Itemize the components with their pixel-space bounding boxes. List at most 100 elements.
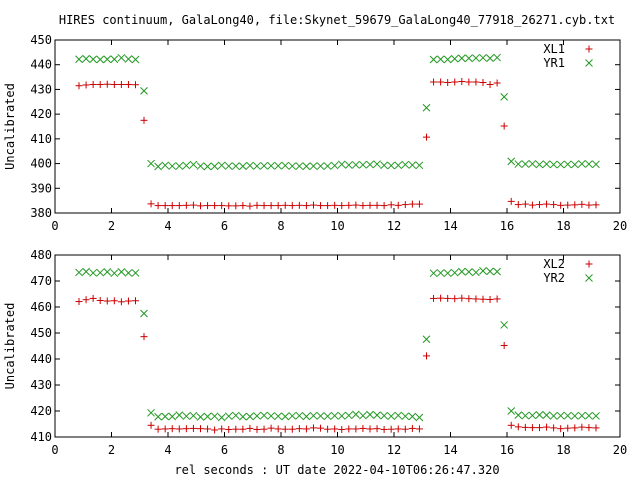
data-point (486, 267, 494, 276)
data-point (246, 202, 254, 210)
data-point (239, 412, 247, 421)
data-point (507, 197, 515, 205)
data-point (373, 160, 381, 168)
data-point (429, 269, 438, 278)
data-point (493, 79, 501, 87)
y-tick-label: 460 (30, 300, 52, 314)
y-tick-label: 420 (30, 107, 52, 121)
data-point (359, 202, 367, 210)
x-axis-label: rel seconds : UT date 2022-04-10T06:26:4… (174, 463, 499, 477)
data-point (514, 423, 522, 431)
data-point (75, 298, 83, 306)
data-point (161, 412, 170, 421)
data-point (124, 55, 133, 63)
data-point (521, 160, 530, 168)
data-point (486, 80, 494, 88)
data-point (211, 202, 219, 210)
y-tick-label: 440 (30, 58, 52, 72)
data-point (103, 80, 111, 88)
data-point (556, 411, 565, 420)
data-point (479, 295, 487, 303)
data-point (486, 295, 494, 303)
data-point (415, 161, 424, 170)
data-point (430, 294, 438, 302)
data-point (592, 424, 600, 432)
data-point (571, 201, 579, 209)
data-point (472, 295, 480, 303)
data-point (401, 412, 410, 421)
data-point (274, 202, 282, 210)
series-yr2 (75, 267, 600, 422)
data-point (75, 268, 83, 277)
data-point (110, 80, 118, 88)
data-point (211, 426, 219, 434)
data-point (260, 202, 268, 210)
data-point (578, 200, 586, 208)
data-point (147, 421, 155, 429)
data-point (465, 54, 473, 63)
data-point (507, 421, 515, 429)
data-point (239, 162, 247, 171)
data-point (274, 161, 283, 170)
data-point (366, 201, 374, 209)
data-point (281, 425, 289, 433)
data-point (507, 157, 516, 166)
x-tick-label: 4 (164, 443, 171, 457)
data-point (585, 160, 593, 168)
data-point (302, 202, 310, 210)
data-point (359, 424, 367, 432)
data-point (521, 411, 530, 420)
data-point (196, 202, 204, 210)
data-point (281, 161, 290, 170)
data-point (302, 425, 310, 433)
data-point (444, 294, 452, 302)
data-point (493, 295, 501, 303)
data-point (110, 269, 119, 278)
data-point (556, 160, 565, 169)
data-point (82, 81, 90, 89)
data-point (309, 162, 318, 170)
data-point (564, 201, 572, 209)
data-point (479, 79, 487, 87)
data-point (246, 161, 254, 170)
data-point (359, 411, 367, 420)
data-point (267, 202, 275, 210)
data-point (82, 267, 90, 276)
legend-label: YR2 (543, 271, 565, 285)
data-point (232, 202, 240, 210)
data-point (147, 408, 155, 417)
data-point (521, 423, 529, 431)
data-point (196, 162, 205, 170)
data-point (550, 201, 558, 209)
data-point (422, 335, 431, 344)
legend-label: YR1 (543, 56, 565, 70)
data-point (323, 162, 332, 170)
data-point (330, 411, 339, 420)
data-point (458, 294, 466, 302)
data-point (415, 425, 423, 433)
data-point (380, 161, 388, 170)
data-point (175, 425, 183, 433)
data-point (443, 269, 452, 278)
data-point (457, 267, 466, 276)
data-point (366, 410, 374, 419)
data-point (465, 268, 473, 276)
bottom-panel: 0 2 4 6 8 10 12 14 16 18 20 410 420 430 440 450 460 470 48… (3, 248, 627, 457)
data-point (217, 413, 226, 422)
data-point (337, 412, 346, 420)
data-point (260, 161, 268, 170)
data-point (281, 201, 289, 209)
data-point (281, 412, 290, 421)
data-point (528, 159, 537, 168)
data-point (542, 160, 551, 168)
data-point (387, 161, 396, 170)
data-point (224, 162, 233, 170)
data-point (274, 425, 282, 433)
series-yr1 (75, 53, 600, 171)
data-point (103, 268, 112, 276)
data-point (96, 80, 104, 88)
data-point (82, 54, 90, 63)
data-point (380, 425, 388, 433)
data-point (465, 78, 473, 86)
data-point (288, 202, 296, 210)
